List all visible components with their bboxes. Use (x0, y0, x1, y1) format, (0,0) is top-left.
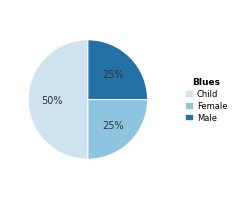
Wedge shape (88, 41, 147, 100)
Text: 50%: 50% (41, 95, 62, 105)
Wedge shape (28, 41, 88, 159)
Text: 25%: 25% (102, 120, 124, 130)
Wedge shape (88, 100, 147, 159)
Text: 25%: 25% (102, 70, 124, 80)
Legend: Child, Female, Male: Child, Female, Male (183, 76, 228, 124)
